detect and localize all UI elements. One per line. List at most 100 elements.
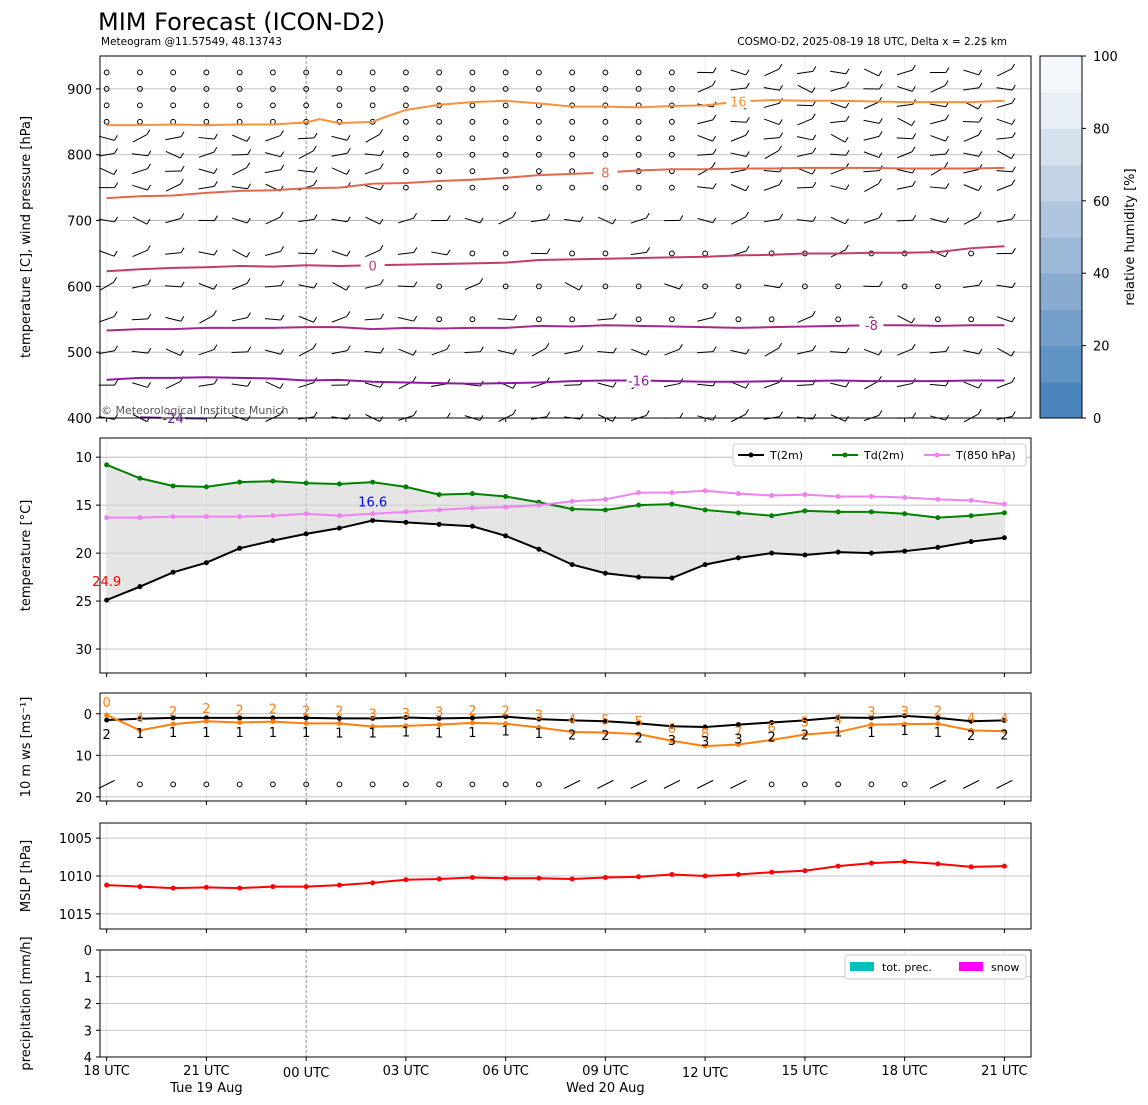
wind-barb-flag (114, 414, 118, 420)
calm-wind-marker (669, 151, 675, 158)
wind-barb-flag (179, 178, 184, 185)
wind-barb (763, 118, 780, 126)
wind-barb (897, 117, 912, 127)
data-point (935, 496, 941, 502)
calm-wind-marker (469, 135, 476, 142)
y-tick-label: 900 (67, 83, 92, 98)
wind-barb (796, 219, 813, 223)
legend-swatch (959, 962, 983, 971)
gust-value-label: 2 (468, 704, 476, 719)
wind-barb-flag (1011, 63, 1016, 70)
wind-barb (930, 217, 946, 224)
surface-calm-marker (436, 781, 443, 788)
data-point (735, 491, 741, 497)
data-point (868, 550, 874, 556)
wind-barb-flag (911, 86, 916, 92)
data-point (636, 720, 642, 726)
calm-wind-marker (303, 102, 310, 109)
wind-barb (763, 137, 780, 140)
mean-wind-value-label: 1 (169, 726, 177, 741)
wind-barb (298, 150, 314, 159)
wind-barb-flag (712, 312, 717, 318)
wind-barb-flag (911, 146, 916, 152)
wind-barb (864, 380, 879, 390)
surface-calm-marker (336, 781, 343, 788)
wind-barb-flag (213, 181, 218, 187)
data-point (237, 479, 243, 485)
wind-barb (398, 217, 414, 224)
surface-calm-marker (137, 781, 143, 788)
wind-barb (796, 349, 813, 355)
data-point (170, 514, 176, 520)
data-point (569, 506, 575, 512)
calm-wind-marker (502, 168, 509, 175)
wind-barb (231, 153, 248, 156)
data-point (968, 539, 974, 545)
data-point (536, 502, 542, 508)
wind-barb (963, 184, 979, 192)
calm-wind-marker (536, 86, 542, 92)
wind-barb-flag (446, 412, 451, 419)
wind-barb-flag (412, 350, 417, 356)
wind-barb-flag (912, 412, 917, 418)
wind-barb (364, 283, 381, 289)
wind-barb (896, 103, 913, 107)
wind-barb-flag (778, 145, 783, 151)
wind-barb-flag (313, 166, 318, 173)
wind-barb-flag (1011, 376, 1016, 383)
x-tick-label: 09 UTC (582, 1064, 628, 1079)
mean-wind-value-label: 1 (269, 726, 277, 741)
colorbar-band (1040, 56, 1082, 93)
calm-wind-marker (369, 86, 376, 92)
wind-barb (697, 119, 714, 125)
wind-barb-flag (878, 70, 883, 77)
data-point (802, 717, 808, 723)
data-point (569, 876, 575, 882)
calm-wind-marker (469, 118, 476, 125)
wind-barb-flag (878, 118, 883, 124)
data-point (203, 718, 209, 724)
wind-barb (730, 349, 747, 355)
wind-barb-flag (280, 280, 285, 286)
wind-barb (498, 216, 514, 225)
wind-barb-flag (513, 314, 518, 321)
precipitation-panel: 0 1 2 3 4 precipitation [mm/h] tot. prec. snow (19, 936, 1032, 1071)
wind-barb-flag (1011, 84, 1016, 91)
gust-value-label: 2 (169, 705, 177, 720)
wind-barb (830, 153, 847, 156)
data-point (868, 722, 874, 728)
legend-label: snow (991, 961, 1019, 974)
y-tick-label: 30 (75, 643, 92, 658)
wind-barb (963, 284, 980, 288)
colorbar-tick-label: 100 (1093, 50, 1118, 65)
data-point (203, 514, 209, 520)
surface-calm-marker (768, 781, 775, 788)
calm-wind-marker (569, 135, 576, 142)
wind-barb (930, 135, 946, 142)
wind-barb (198, 283, 215, 290)
data-point (669, 575, 675, 581)
mean-wind-value-label: 2 (967, 729, 975, 744)
calm-wind-marker (602, 69, 609, 76)
wind-barb-flag (712, 148, 717, 155)
wind-barb (132, 249, 148, 258)
wind-barb (364, 382, 381, 388)
calm-wind-marker (103, 86, 110, 92)
data-point (104, 462, 110, 468)
gust-value-label: 5 (601, 713, 609, 728)
wind-barb (631, 348, 647, 356)
data-point (602, 496, 608, 502)
mean-wind-value-label: 2 (801, 728, 809, 743)
wind-barb (364, 153, 381, 157)
isotherm-label-bg (859, 318, 884, 333)
wind-barb-flag (180, 281, 185, 288)
data-point (935, 861, 941, 867)
data-point (935, 515, 941, 521)
wind-barb-flag (579, 216, 584, 222)
wind-barb (364, 184, 381, 191)
colorbar-tick-label: 0 (1093, 412, 1101, 427)
data-point (170, 483, 176, 489)
wind-barb-flag (944, 251, 949, 258)
calm-wind-marker (569, 118, 576, 125)
data-point (436, 521, 442, 527)
